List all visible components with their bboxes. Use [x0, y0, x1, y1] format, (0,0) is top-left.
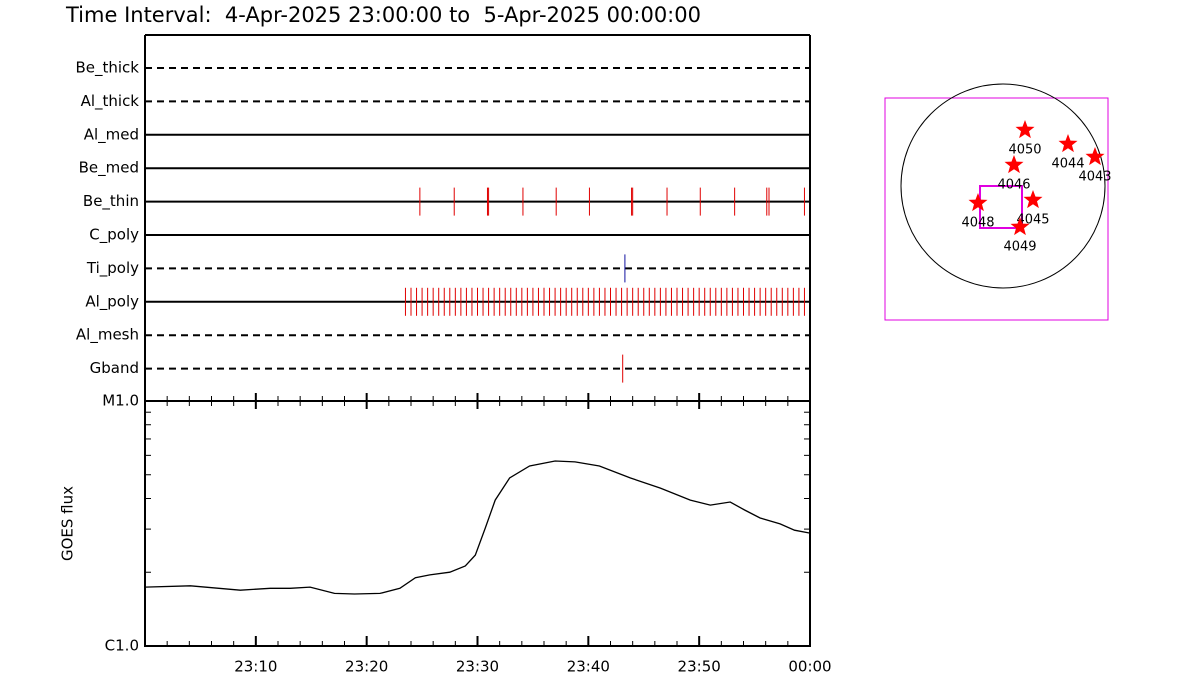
- region-label: 4043: [1078, 170, 1111, 185]
- row-label: Ti_poly: [86, 259, 139, 278]
- region-star: [1004, 155, 1024, 174]
- y-axis-label: GOES flux: [59, 486, 77, 561]
- region-star: [1085, 147, 1105, 166]
- region-star: [1058, 134, 1078, 153]
- y-tick-label: C1.0: [105, 637, 139, 655]
- region-star: [968, 193, 988, 212]
- title: Time Interval: 4-Apr-2025 23:00:00 to 5-…: [65, 3, 701, 27]
- row-label: Gband: [90, 359, 139, 377]
- region-star: [1015, 120, 1035, 139]
- solar-limb: [900, 83, 1106, 289]
- row-label: Be_med: [79, 159, 139, 178]
- x-tick-label: 23:40: [567, 658, 610, 676]
- row-label: Al_thick: [81, 92, 140, 111]
- x-tick-label: 23:10: [234, 658, 277, 676]
- row-label: Al_med: [84, 125, 139, 144]
- row-label: C_poly: [89, 226, 139, 245]
- region-star: [1010, 217, 1030, 236]
- goes-curve: [144, 460, 811, 595]
- y-tick-label: M1.0: [102, 392, 139, 410]
- row-label: Be_thick: [75, 59, 139, 78]
- x-tick-label: 23:50: [678, 658, 721, 676]
- region-label: 4049: [1003, 240, 1036, 255]
- x-tick-label: 23:20: [345, 658, 388, 676]
- region-label: 4046: [997, 178, 1030, 193]
- region-label: 4050: [1008, 143, 1041, 158]
- x-tick-label: 23:30: [456, 658, 499, 676]
- row-label: Al_mesh: [76, 326, 139, 345]
- region-star: [1023, 190, 1043, 209]
- row-label: Al_poly: [85, 292, 139, 311]
- region-label: 4048: [961, 216, 994, 231]
- map-frame: [884, 97, 1109, 321]
- x-tick-label: 00:00: [788, 658, 831, 676]
- row-label: Be_thin: [83, 192, 139, 211]
- region-label: 4044: [1051, 157, 1084, 172]
- plot-frame: [144, 400, 811, 647]
